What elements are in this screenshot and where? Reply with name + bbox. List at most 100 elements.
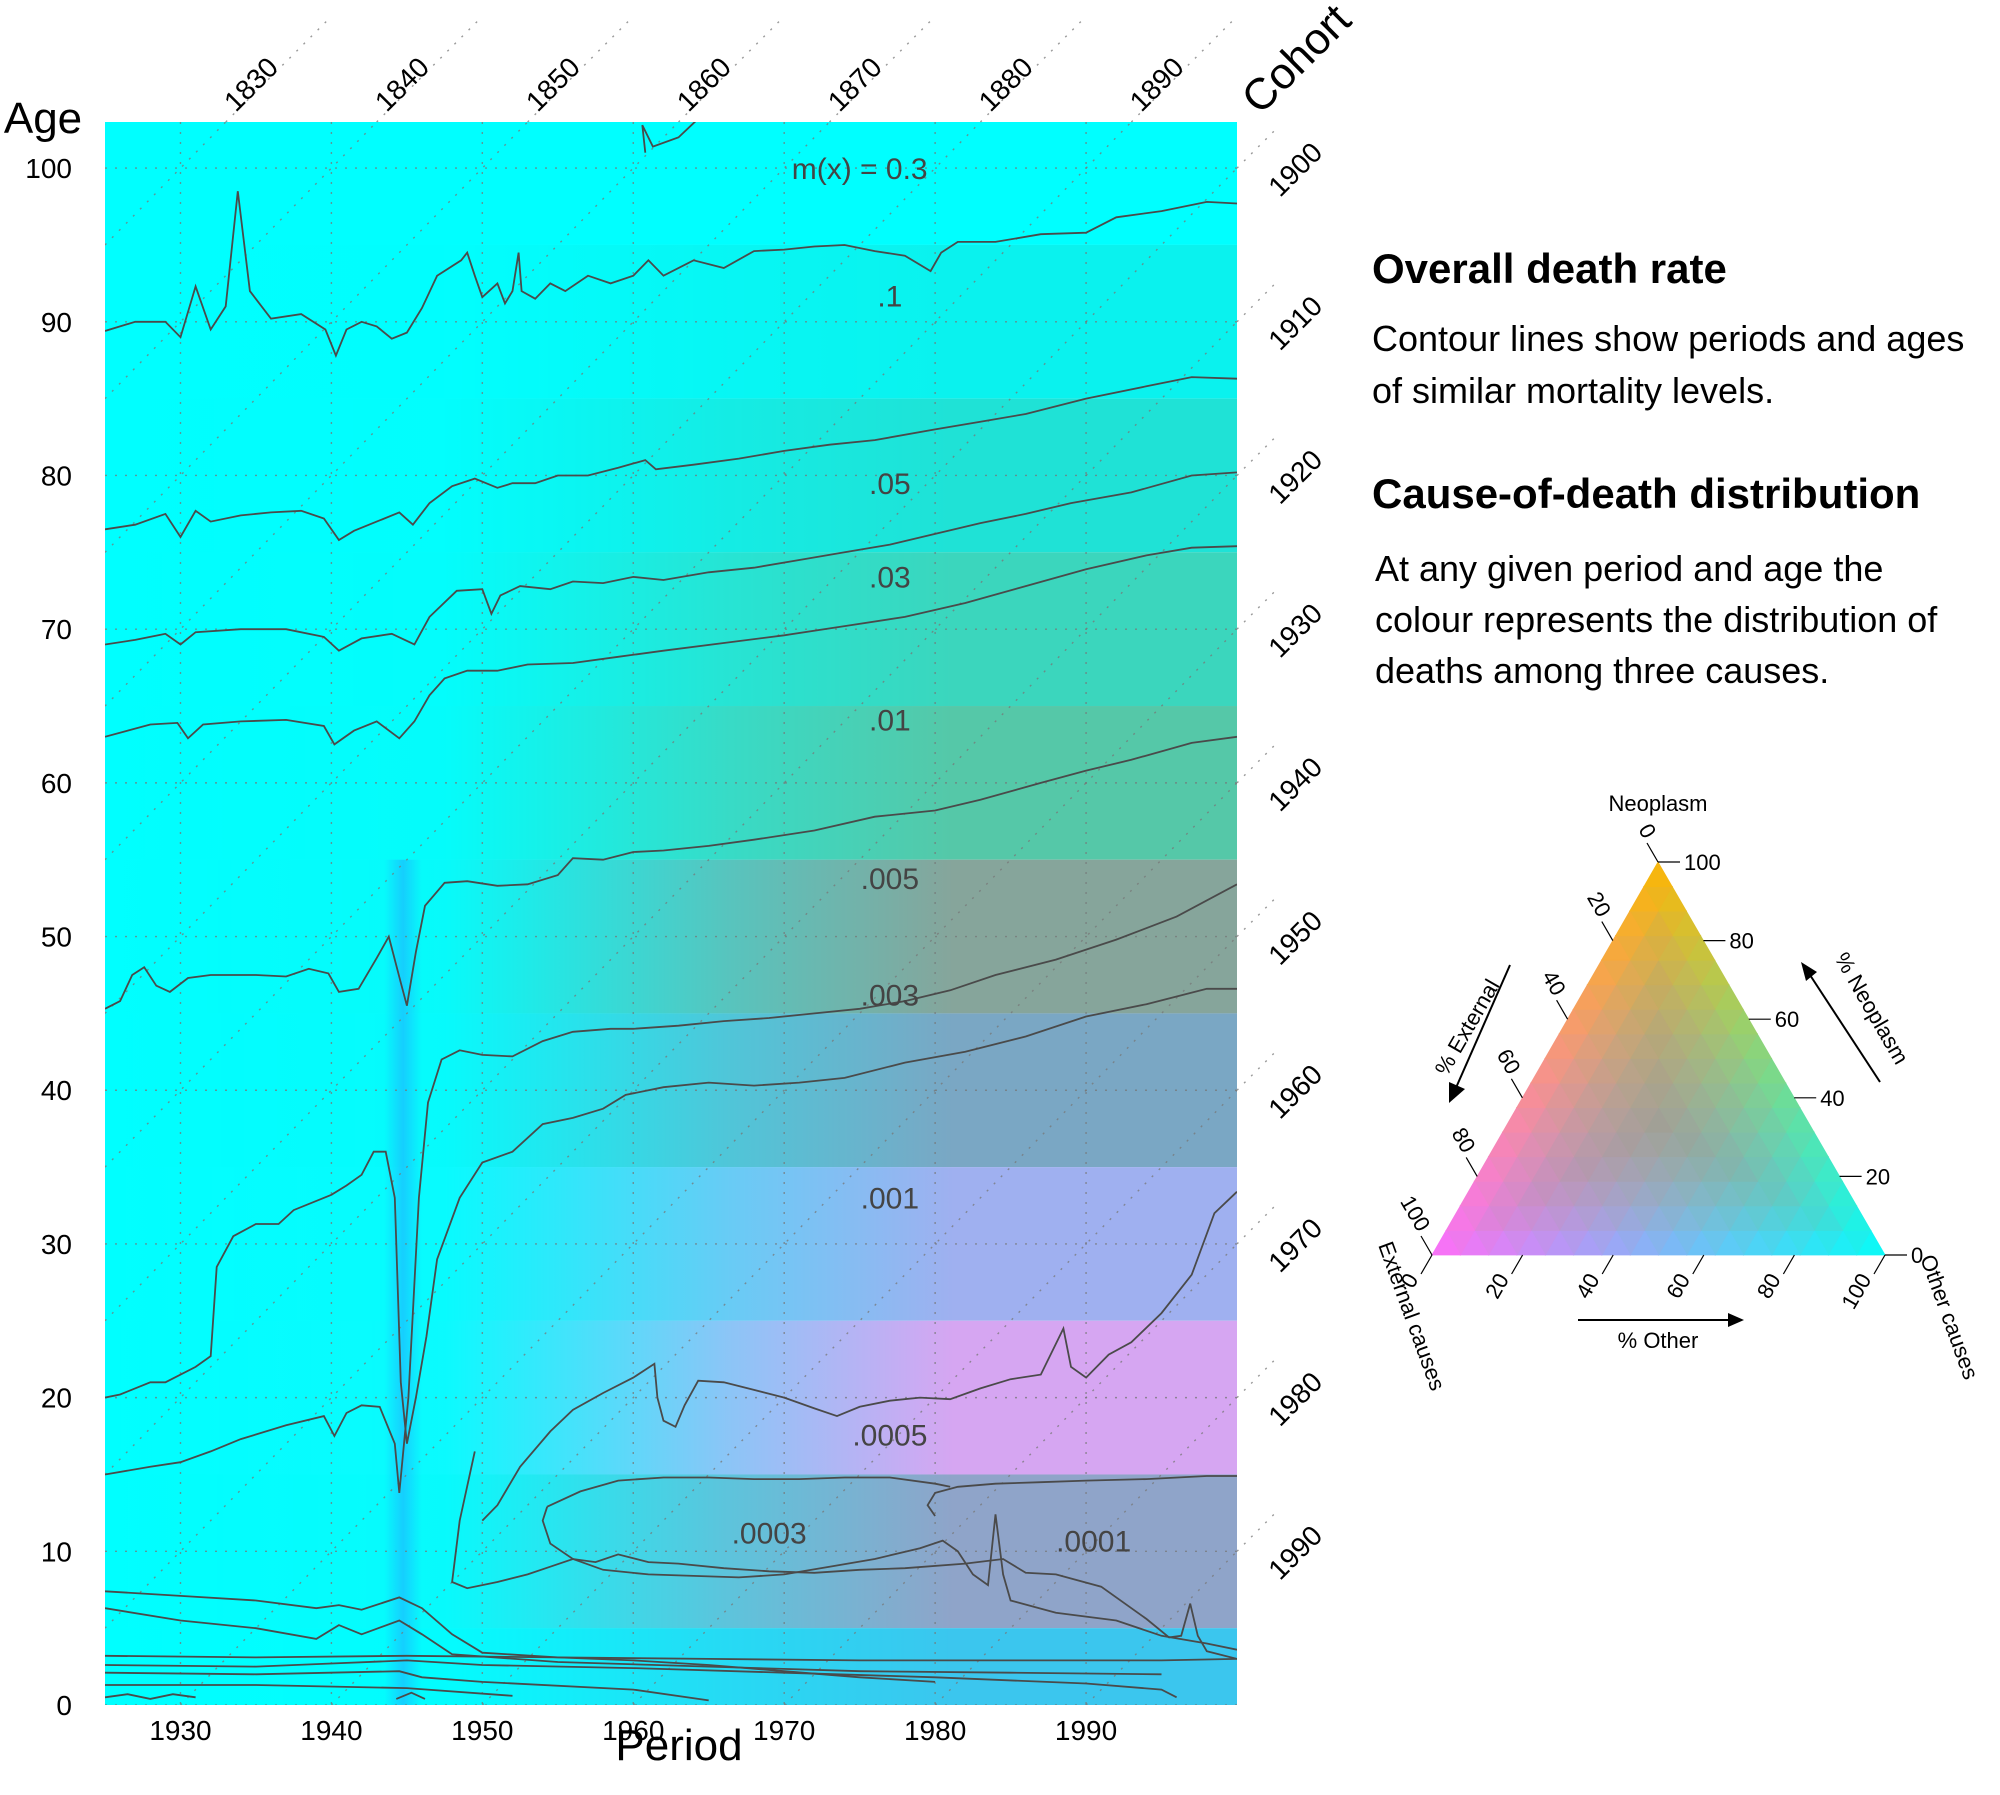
cause-distribution-description: At any given period and age the colour r…	[1375, 548, 1938, 691]
cohort-tick-right: 1940	[1262, 751, 1328, 817]
x-tick-label: 1990	[1055, 1715, 1117, 1746]
ternary-top-vertex-label: Neoplasm	[1608, 791, 1707, 816]
ternary-color-triangle	[1431, 861, 1886, 1256]
ternary-cell	[1501, 1106, 1532, 1133]
contour-line-extra-3	[105, 1607, 1162, 1676]
cohort-tick-right: 1950	[1262, 905, 1328, 971]
contour-line-extra-9	[105, 1684, 513, 1697]
y-tick-label: 0	[56, 1690, 72, 1721]
ternary-other-tick: 20	[1480, 1269, 1514, 1303]
contour-line-3	[105, 471, 1237, 652]
external-arrow	[1449, 964, 1511, 1103]
contour-line-extra-0	[546, 1476, 951, 1508]
x-tick-label: 1960	[602, 1715, 664, 1746]
cohort-tick-right: 1990	[1262, 1520, 1328, 1586]
y-tick-label: 100	[25, 153, 72, 184]
x-tick-label: 1940	[300, 1715, 362, 1746]
contour-line-extra-5	[105, 1659, 1178, 1699]
ternary-cell	[1614, 910, 1645, 937]
contour-line-7	[105, 987, 1237, 1444]
contour-line-extra-7	[105, 1693, 196, 1700]
ternary-tick	[1556, 999, 1569, 1020]
contour-line-extra-6	[105, 1670, 709, 1702]
grid-cohort-1880	[105, 122, 981, 1014]
ternary-other-tick: 60	[1661, 1269, 1695, 1303]
cohort-guide-1910	[1236, 281, 1278, 323]
contour-label-5: .005	[861, 863, 919, 896]
grid-cohort-1850	[105, 122, 529, 553]
ternary-external-vertex-label: External causes	[1373, 1238, 1450, 1394]
contour-label-9: .0003	[732, 1518, 807, 1551]
ternary-other-tick: 100	[1836, 1269, 1876, 1313]
x-tick-label: 1950	[451, 1715, 513, 1746]
ternary-tick	[1420, 1254, 1433, 1275]
grid-cohort-1870	[105, 122, 830, 861]
contour-line-1	[105, 191, 1237, 359]
contour-line-6	[105, 883, 1237, 1493]
contour-label-0: m(x) = 0.3	[792, 153, 928, 186]
overall-death-rate-description: Contour lines show periods and ages of s…	[1372, 318, 1965, 411]
ternary-tick	[1465, 1157, 1478, 1177]
cohort-tick-top: 1860	[671, 51, 737, 117]
contour-line-extra-8	[395, 1691, 426, 1700]
y-tick-label: 30	[41, 1229, 72, 1260]
ternary-cell	[1643, 861, 1673, 887]
cause-distribution-title: Cause-of-death distribution	[1372, 470, 1921, 517]
y-tick-label: 80	[41, 460, 72, 491]
contour-line-5	[105, 735, 1237, 1010]
x-tick-label: 1980	[904, 1715, 966, 1746]
ternary-cell	[1431, 1229, 1462, 1256]
period-axis: 1930 1940 1950 1960 1970 1980 1990	[149, 1715, 1117, 1746]
ternary-external-tick: 60	[1492, 1045, 1526, 1079]
ternary-tick	[1782, 1254, 1795, 1275]
ternary-external-tick: 80	[1447, 1123, 1481, 1157]
y-axis-title: Age	[4, 94, 82, 143]
grid-cohort-1930	[179, 628, 1237, 1705]
ternary-cell	[1544, 1033, 1575, 1059]
contour-label-8: .0005	[852, 1419, 927, 1452]
cohort-tick-top: 1880	[973, 51, 1039, 117]
grid-cohort-1980	[934, 1397, 1237, 1705]
ternary-neoplasm-tick: 100	[1684, 850, 1721, 875]
cohort-guide-1980	[1236, 1357, 1278, 1399]
ternary-tick	[1646, 842, 1659, 863]
ternary-tick	[1420, 1235, 1433, 1256]
ternary-neoplasm-axis-label: % Neoplasm	[1830, 948, 1914, 1069]
contour-line-4	[105, 545, 1237, 746]
ternary-tick	[1601, 1254, 1614, 1275]
contour-line-extra-4	[105, 1654, 1237, 1662]
cohort-guide-1960	[1236, 1049, 1278, 1091]
ternary-tick	[1510, 1078, 1523, 1099]
cohort-tick-right: 1910	[1262, 290, 1328, 356]
ternary-neoplasm-tick: 80	[1729, 929, 1753, 954]
y-tick-label: 90	[41, 307, 72, 338]
cohort-tick-right: 1930	[1262, 597, 1328, 663]
ternary-tick	[1873, 1254, 1886, 1275]
ternary-cell	[1487, 1131, 1518, 1158]
ternary-other-axis-label: % Other	[1618, 1328, 1699, 1353]
cohort-tick-top: 1830	[218, 51, 284, 117]
contour-line-extra-1	[541, 1506, 1237, 1651]
ternary-tick	[1601, 921, 1614, 941]
cohort-tick-right: 1960	[1262, 1059, 1328, 1125]
ternary-cell	[1445, 1205, 1476, 1231]
contour-line-9	[481, 1191, 1237, 1522]
ternary-neoplasm-tick: 40	[1820, 1086, 1844, 1111]
ternary-cell	[1530, 1057, 1560, 1084]
ternary-other-tick: 80	[1752, 1269, 1786, 1303]
y-tick-label: 10	[41, 1536, 72, 1567]
cohort-tick-right: 1920	[1262, 444, 1328, 510]
x-axis-title: Period	[615, 1721, 742, 1770]
cohort-tick-top: 1850	[520, 51, 586, 117]
ternary-cell	[1516, 1082, 1546, 1109]
contour-line-0	[641, 122, 697, 153]
contour-label-group: m(x) = 0.3 .1 .05 .03 .01 .005 .003 .001 .0005 .0…	[732, 153, 1132, 1558]
cohort-tick-top: 1870	[822, 51, 888, 117]
age-axis: 0 10 20 30 40 50 60 70 80 90 100	[25, 153, 72, 1721]
ternary-cell	[1572, 984, 1603, 1010]
y-tick-label: 50	[41, 922, 72, 953]
contour-line-2	[105, 376, 1237, 542]
contour-label-3: .03	[869, 562, 911, 595]
